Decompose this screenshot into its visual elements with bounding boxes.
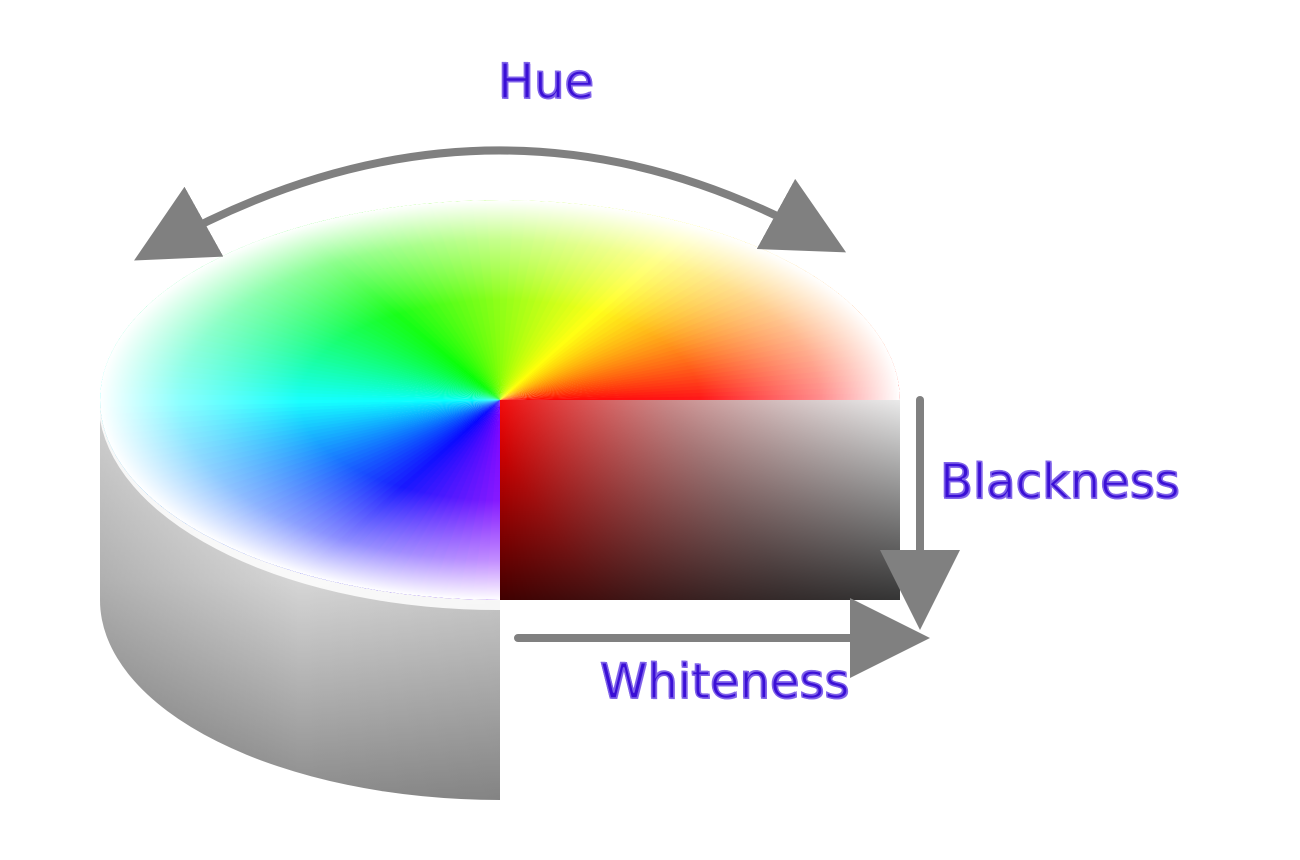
hue-label: Hue [497, 54, 595, 110]
blackness-label: Blackness [939, 454, 1180, 510]
whiteness-label: Whiteness [599, 654, 850, 710]
hue-arrow [134, 146, 847, 261]
whiteness-blackness-face [500, 400, 900, 600]
